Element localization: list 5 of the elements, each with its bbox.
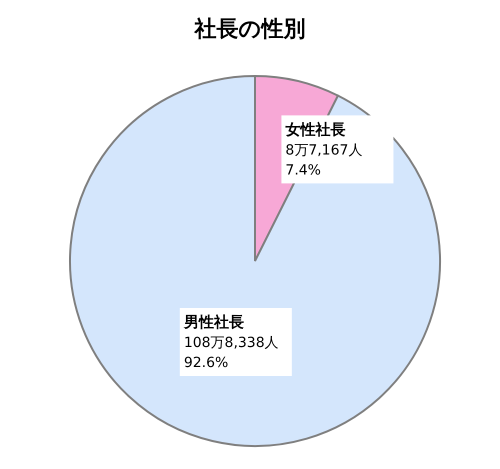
- slice-label: 男性社長: [182, 313, 244, 332]
- chart-title: 社長の性別: [193, 16, 306, 44]
- data-label: 8万7,167人 7.4%: [285, 142, 362, 178]
- data-label: 108万8,338人 92.6%: [184, 335, 279, 372]
- slice-label: 女性社長: [284, 120, 346, 138]
